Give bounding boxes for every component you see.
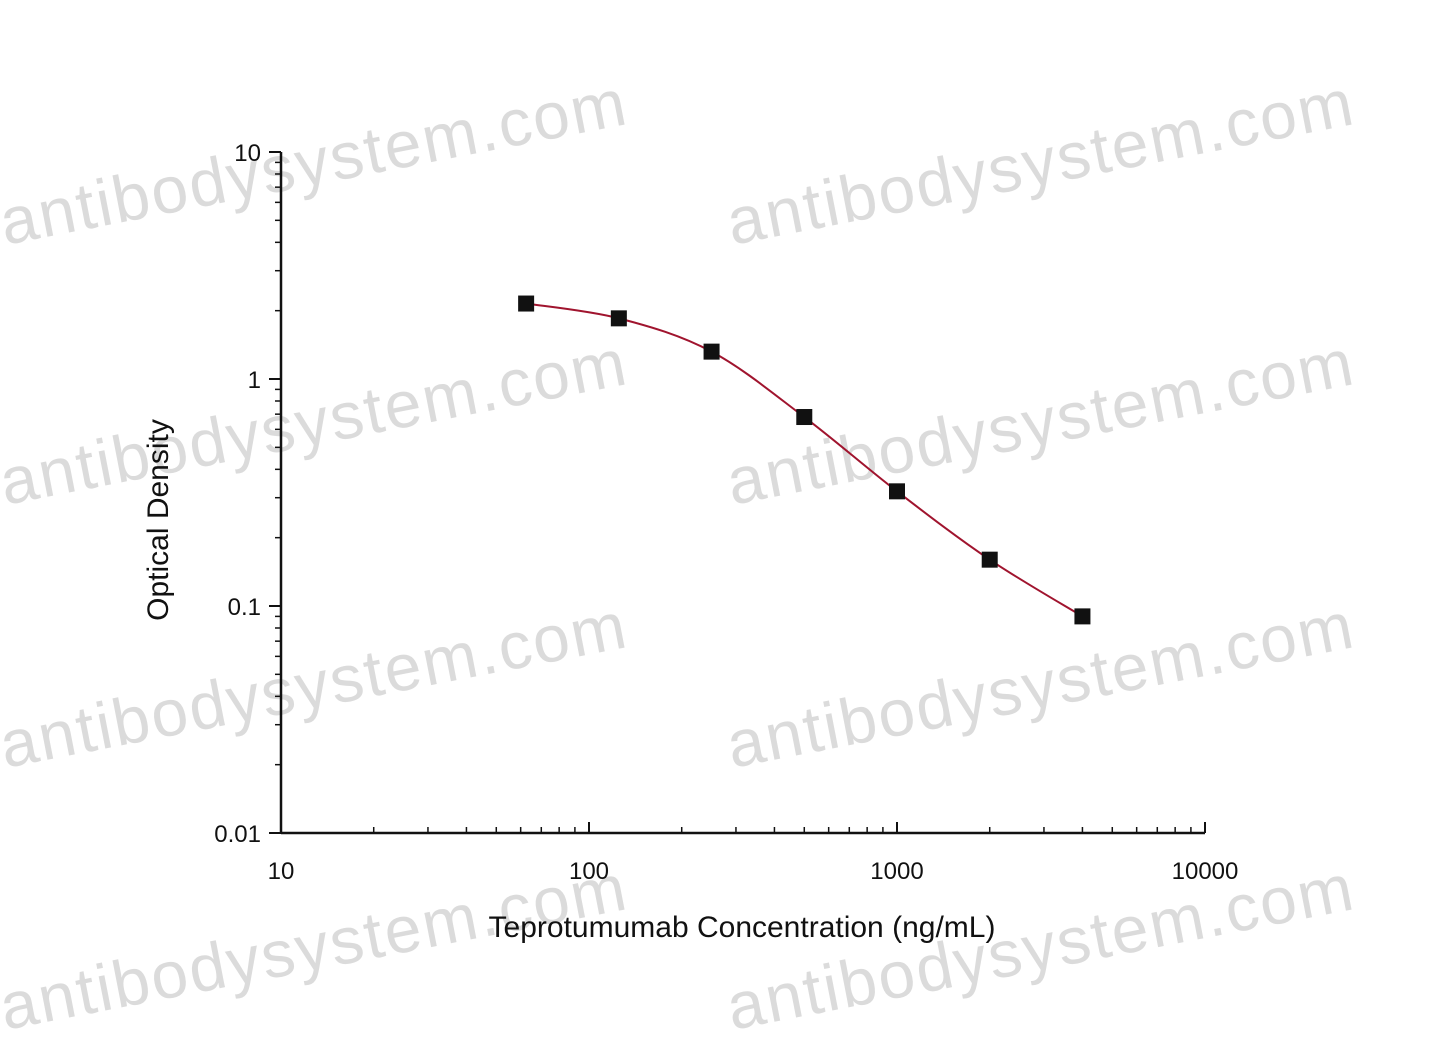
x-tick-label: 10 (268, 858, 295, 885)
x-axis-title: Teprotumumab Concentration (ng/mL) (489, 911, 996, 944)
data-point (610, 310, 627, 327)
data-point (889, 483, 905, 500)
watermark-layer: antibodysystem.com antibodysystem.com anti… (0, 64, 1361, 1043)
watermark-text: antibodysystem.com (0, 587, 634, 781)
y-tick-label: 0.1 (228, 594, 261, 621)
watermark-text: antibodysystem.com (0, 849, 634, 1043)
watermark-text: antibodysystem.com (0, 64, 634, 258)
data-point (981, 551, 998, 568)
x-tick-label: 100 (569, 858, 609, 885)
y-tick-label: 10 (234, 140, 261, 167)
watermark-text: antibodysystem.com (721, 324, 1361, 518)
y-tick-label: 1 (248, 367, 261, 394)
ticks: 10 100 1000 10000 0.01 0.1 1 10 (214, 140, 1238, 885)
watermark-text: antibodysystem.com (721, 64, 1361, 258)
data-point (518, 295, 535, 312)
y-axis-title: Optical Density (142, 419, 175, 621)
data-point (703, 343, 720, 360)
axes (279, 152, 1205, 835)
watermark-text: antibodysystem.com (721, 849, 1361, 1043)
x-tick-label: 1000 (870, 858, 923, 885)
y-tick-label: 0.01 (214, 821, 261, 848)
data-point (1074, 608, 1091, 625)
data-point (796, 409, 813, 426)
watermark-text: antibodysystem.com (721, 587, 1361, 781)
x-tick-label: 10000 (1172, 858, 1239, 885)
watermark-text: antibodysystem.com (0, 324, 634, 518)
data-points (518, 295, 1091, 625)
